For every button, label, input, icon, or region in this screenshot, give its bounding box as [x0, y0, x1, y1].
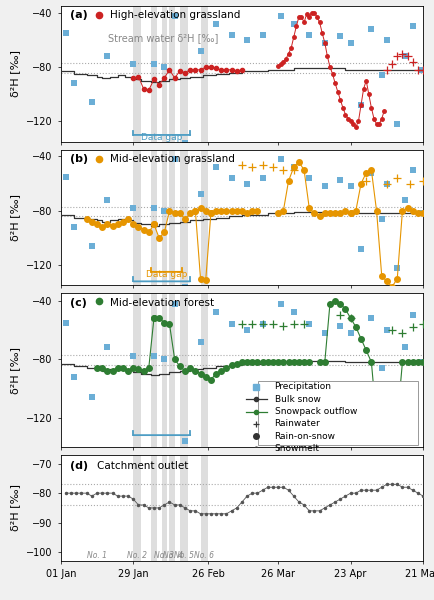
- Text: High-elevation grassland: High-elevation grassland: [110, 10, 240, 20]
- Bar: [169, 293, 174, 447]
- Bar: [180, 149, 187, 286]
- Bar: [151, 455, 157, 561]
- Text: (a): (a): [70, 10, 88, 20]
- Text: Mid-elevation forest: Mid-elevation forest: [110, 298, 214, 308]
- Bar: [180, 6, 187, 142]
- Y-axis label: δ²H [‰]: δ²H [‰]: [10, 194, 20, 241]
- Bar: [201, 6, 208, 142]
- Text: Mid-elevation grassland: Mid-elevation grassland: [110, 154, 234, 164]
- Bar: [133, 455, 141, 561]
- Text: (b): (b): [70, 154, 88, 164]
- Text: Bulk snow: Bulk snow: [275, 395, 320, 404]
- Text: Snowmelt: Snowmelt: [275, 444, 319, 453]
- Text: No. 4: No. 4: [163, 551, 183, 560]
- Text: Rainwater: Rainwater: [275, 419, 320, 428]
- Text: Stream water δ²H [‰]: Stream water δ²H [‰]: [108, 33, 218, 43]
- Bar: [151, 293, 157, 447]
- FancyBboxPatch shape: [258, 381, 418, 445]
- Bar: [133, 149, 141, 286]
- Bar: [180, 455, 187, 561]
- Text: No. 3: No. 3: [155, 551, 174, 560]
- Text: No. 1: No. 1: [87, 551, 107, 560]
- Text: (c): (c): [70, 298, 87, 308]
- Y-axis label: δ²H [‰]: δ²H [‰]: [10, 484, 20, 532]
- Bar: [201, 293, 208, 447]
- Bar: [133, 293, 141, 447]
- Text: Precipitation: Precipitation: [275, 382, 332, 391]
- Text: Catchment outlet: Catchment outlet: [97, 461, 188, 471]
- Text: No. 5: No. 5: [174, 551, 194, 560]
- Bar: [169, 455, 174, 561]
- Bar: [162, 455, 167, 561]
- Text: (d): (d): [70, 461, 88, 471]
- Text: No. 6: No. 6: [194, 551, 214, 560]
- Bar: [169, 6, 174, 142]
- Bar: [180, 293, 187, 447]
- Text: Data gap: Data gap: [146, 270, 187, 279]
- Bar: [169, 149, 174, 286]
- Y-axis label: δ²H [‰]: δ²H [‰]: [10, 347, 20, 394]
- Bar: [162, 149, 167, 286]
- Bar: [201, 149, 208, 286]
- Bar: [151, 6, 157, 142]
- Text: Data gap: Data gap: [141, 133, 182, 142]
- Bar: [133, 6, 141, 142]
- Bar: [162, 6, 167, 142]
- Text: Rain-on-snow: Rain-on-snow: [275, 431, 335, 440]
- Bar: [151, 149, 157, 286]
- Y-axis label: δ²H [‰]: δ²H [‰]: [10, 50, 20, 97]
- Text: No. 2: No. 2: [127, 551, 147, 560]
- Bar: [162, 293, 167, 447]
- Bar: [201, 455, 208, 561]
- Text: Snowpack outflow: Snowpack outflow: [275, 407, 357, 416]
